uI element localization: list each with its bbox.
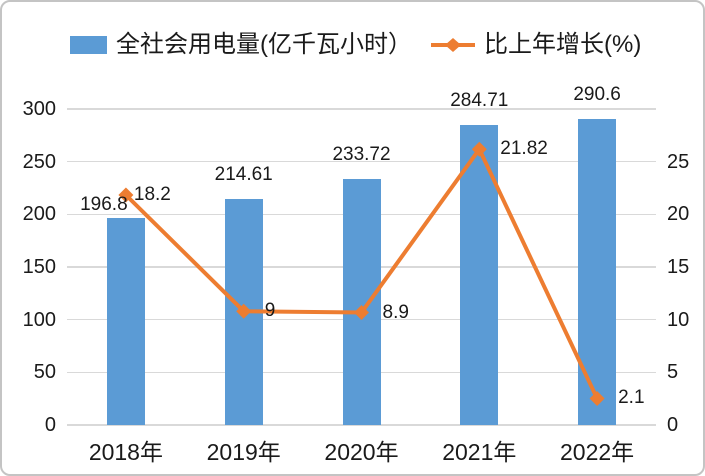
y-axis-tick-right: 20 [667, 203, 690, 226]
line-point-label: 18.2 [133, 183, 171, 205]
bar [460, 125, 499, 425]
x-axis-category-label: 2020年 [324, 439, 399, 465]
y-axis-tick-left: 50 [33, 361, 56, 384]
line-point-label: 8.9 [382, 301, 409, 323]
gridline [67, 108, 656, 110]
legend-bar-label: 全社会用电量(亿千瓦小时） [116, 31, 412, 58]
bar-value-label: 196.8 [80, 193, 128, 215]
legend-line-diamond-icon [431, 38, 475, 52]
bar [106, 217, 145, 425]
bar-value-label: 284.71 [450, 90, 509, 112]
bar [342, 178, 381, 425]
y-axis-tick-right: 0 [667, 414, 679, 436]
y-axis-tick-right: 15 [667, 256, 690, 278]
line-point-label: 9 [264, 300, 276, 322]
y-axis-tick-left: 200 [22, 203, 56, 226]
x-axis-category-label: 2021年 [442, 439, 517, 465]
y-axis-tick-right: 25 [667, 150, 690, 173]
y-axis-tick-left: 150 [22, 256, 56, 278]
bar-value-label: 290.6 [573, 83, 621, 105]
bar [224, 198, 263, 425]
line-point-label: 21.82 [500, 138, 548, 160]
line-point-label: 2.1 [618, 387, 645, 409]
y-axis-tick-left: 250 [22, 150, 56, 173]
y-axis-tick-left: 100 [22, 308, 56, 331]
y-axis-tick-right: 10 [667, 308, 690, 331]
y-axis-tick-left: 0 [44, 414, 56, 436]
y-axis-tick-left: 300 [22, 98, 56, 120]
legend-line-label: 比上年增长(%) [484, 31, 642, 58]
bar-value-label: 233.72 [332, 143, 391, 165]
gridline [67, 424, 656, 426]
x-axis-category-label: 2022年 [560, 439, 635, 465]
bar [578, 118, 617, 425]
bar-value-label: 214.61 [214, 163, 273, 185]
x-axis-category-label: 2019年 [206, 439, 281, 465]
legend-bar-swatch-icon [70, 36, 107, 54]
y-axis-tick-right: 5 [667, 361, 679, 384]
x-axis-category-label: 2018年 [88, 439, 163, 465]
